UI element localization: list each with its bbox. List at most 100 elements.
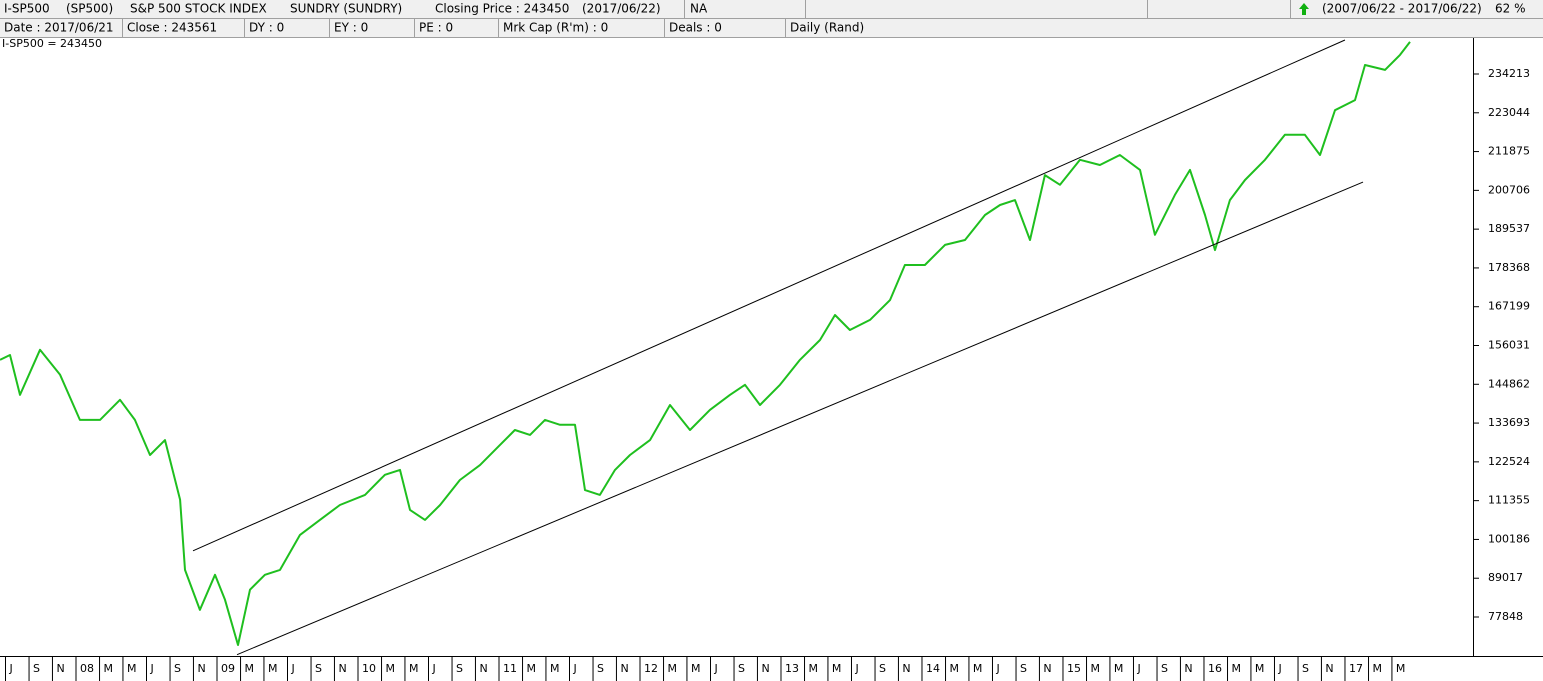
header-sector: SUNDRY (SUNDRY)	[290, 2, 402, 16]
x-tick-label: S	[1020, 662, 1027, 675]
y-tick-label: 211875	[1488, 145, 1530, 158]
x-tick-label: N	[620, 662, 628, 675]
x-tick-label: J	[8, 662, 12, 675]
y-tick-label: 144862	[1488, 377, 1530, 390]
x-tick-label: S	[456, 662, 463, 675]
header-ey: EY : 0	[334, 21, 368, 35]
x-tick-label: 17	[1349, 662, 1363, 675]
header-cell-borders	[122, 0, 1291, 37]
x-tick-label: M	[104, 662, 114, 675]
x-tick-label: J	[854, 662, 858, 675]
header-close: Close : 243561	[127, 21, 217, 35]
x-tick-label: 15	[1067, 662, 1081, 675]
header-code: I-SP500	[4, 2, 50, 16]
header-market-cap: Mrk Cap (R'm) : 0	[503, 21, 608, 35]
x-tick-label: M	[691, 662, 701, 675]
x-tick-label: M	[527, 662, 537, 675]
y-tick-label: 133693	[1488, 416, 1530, 429]
x-tick-label: S	[1302, 662, 1309, 675]
header-na: NA	[690, 2, 708, 16]
x-tick-label: M	[973, 662, 983, 675]
y-tick-label: 89017	[1488, 571, 1523, 584]
x-tick-label: M	[950, 662, 960, 675]
x-tick-label: 12	[644, 662, 658, 675]
y-tick-label: 200706	[1488, 183, 1530, 196]
header-deals: Deals : 0	[669, 21, 722, 35]
x-tick-label: J	[1277, 662, 1281, 675]
x-tick-label: M	[1114, 662, 1124, 675]
x-tick-label: 11	[503, 662, 517, 675]
y-tick-label: 122524	[1488, 455, 1530, 468]
header-frequency: Daily (Rand)	[790, 21, 864, 35]
x-tick-label: J	[995, 662, 999, 675]
x-tick-label: N	[902, 662, 910, 675]
y-tick-label: 167199	[1488, 300, 1530, 313]
y-tick-label: 189537	[1488, 222, 1530, 235]
x-tick-label: S	[597, 662, 604, 675]
x-tick-label: 14	[926, 662, 940, 675]
x-tick-label: 10	[362, 662, 376, 675]
x-tick-label: J	[149, 662, 153, 675]
up-arrow-icon	[1299, 3, 1309, 15]
x-tick-label: M	[1255, 662, 1265, 675]
x-tick-label: 09	[221, 662, 235, 675]
trend-line	[192, 39, 1346, 552]
x-tick-label: S	[738, 662, 745, 675]
x-tick-label: N	[1043, 662, 1051, 675]
header-closing-date: (2017/06/22)	[582, 2, 661, 16]
x-tick-label: M	[245, 662, 255, 675]
x-tick-label: S	[879, 662, 886, 675]
x-tick-label: M	[268, 662, 278, 675]
x-tick-label: J	[572, 662, 576, 675]
x-tick-label: M	[409, 662, 419, 675]
x-tick-label: J	[431, 662, 435, 675]
header-date: Date : 2017/06/21	[4, 21, 114, 35]
price-line	[0, 41, 1411, 646]
x-tick-label: S	[315, 662, 322, 675]
x-tick-label: N	[479, 662, 487, 675]
x-tick-label: J	[1136, 662, 1140, 675]
x-tick-label: 08	[80, 662, 94, 675]
x-tick-label: N	[1184, 662, 1192, 675]
x-tick-label: M	[1232, 662, 1242, 675]
x-tick-label: M	[832, 662, 842, 675]
y-tick-label: 178368	[1488, 261, 1530, 274]
x-tick-label: N	[1325, 662, 1333, 675]
x-tick-label: M	[1373, 662, 1383, 675]
x-tick-label: S	[174, 662, 181, 675]
x-tick-label: M	[386, 662, 396, 675]
header-period: (2007/06/22 - 2017/06/22)	[1322, 2, 1482, 16]
x-tick-label: 16	[1208, 662, 1222, 675]
y-tick-label: 77848	[1488, 610, 1523, 623]
header-symbol: (SP500)	[66, 2, 113, 16]
x-tick-label: M	[809, 662, 819, 675]
header-pe: PE : 0	[419, 21, 453, 35]
x-tick-label: J	[713, 662, 717, 675]
x-tick-label: N	[761, 662, 769, 675]
header-name: S&P 500 STOCK INDEX	[130, 2, 267, 16]
x-tick-label: S	[33, 662, 40, 675]
x-tick-label: M	[668, 662, 678, 675]
header-dy: DY : 0	[249, 21, 284, 35]
x-tick-label: M	[1091, 662, 1101, 675]
x-tick-label: M	[550, 662, 560, 675]
y-tick-label: 156031	[1488, 338, 1530, 351]
x-tick-label: 13	[785, 662, 799, 675]
chart-title: I-SP500 = 243450	[2, 37, 102, 50]
y-tick-label: 111355	[1488, 494, 1530, 507]
x-tick-label: J	[290, 662, 294, 675]
x-tick-label: M	[1396, 662, 1406, 675]
x-tick-label: S	[1161, 662, 1168, 675]
x-tick-label: N	[56, 662, 64, 675]
y-tick-label: 100186	[1488, 532, 1530, 545]
header-percent: 62 %	[1495, 2, 1526, 16]
x-tick-label: M	[127, 662, 136, 675]
y-tick-label: 234213	[1488, 67, 1530, 80]
x-tick-label: N	[197, 662, 205, 675]
trend-line	[236, 181, 1364, 656]
y-tick-label: 223044	[1488, 106, 1530, 119]
header-closing-price: Closing Price : 243450	[435, 2, 569, 16]
x-tick-label: N	[338, 662, 346, 675]
